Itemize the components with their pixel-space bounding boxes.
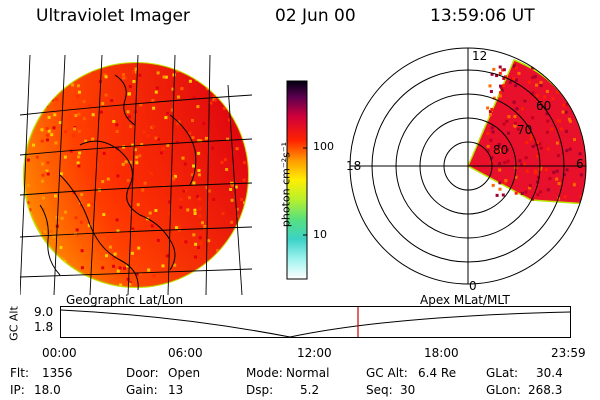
glon-label: GLon:	[486, 383, 521, 397]
seq-label: Seq:	[366, 383, 393, 397]
colorbar-tick-10: 10	[313, 228, 327, 241]
mode-value: Normal	[286, 366, 330, 380]
timeline-x-tick-0600: 06:00	[168, 346, 203, 360]
coastlines	[39, 74, 197, 291]
mlt-label-18: 18	[346, 159, 361, 173]
glat-label: GLat:	[486, 366, 519, 380]
flt-label: Flt:	[10, 366, 29, 380]
timeline-y-label: GC Alt	[7, 306, 21, 341]
ip-value: 18.0	[34, 383, 61, 397]
intensity-colorbar	[286, 80, 308, 280]
gain-label: Gain:	[126, 383, 158, 397]
mlt-label-6: 6	[576, 157, 584, 171]
seq-value: 30	[400, 383, 416, 397]
ip-label: IP:	[10, 383, 25, 397]
gcalt-value: 6.4 Re	[418, 366, 457, 380]
door-label: Door:	[126, 366, 159, 380]
app-title: Ultraviolet Imager	[36, 6, 190, 26]
wedge-speckles	[486, 64, 586, 201]
colorbar-tick-100: 100	[313, 140, 334, 153]
gain-value: 13	[168, 383, 184, 397]
gcalt-label: GC Alt:	[366, 366, 408, 380]
glat-value: 30.4	[536, 366, 563, 380]
altitude-curve	[60, 309, 571, 338]
geographic-projection-label: Geographic Lat/Lon	[66, 293, 184, 307]
mlat-label-70: 70	[517, 123, 532, 137]
flt-value: 1356	[42, 366, 73, 380]
mlat-label-60: 60	[536, 99, 551, 113]
colorbar-unit-label: photon cm⁻²s⁻¹	[279, 141, 293, 228]
dayglow-region	[24, 63, 248, 287]
timeline-x-tick-2359: 23:59	[551, 346, 586, 360]
dsp-label: Dsp:	[246, 383, 274, 397]
door-value: Open	[168, 366, 201, 380]
glon-value: 268.3	[528, 383, 563, 397]
timeline-x-tick-1800: 18:00	[424, 346, 459, 360]
mlt-label-0: 0	[469, 279, 477, 293]
timeline-x-tick-1200: 12:00	[297, 346, 332, 360]
timeline-x-tick-0000: 00:00	[42, 346, 77, 360]
observation-time: 13:59:06 UT	[430, 6, 535, 26]
polar-mlat-mlt-plot: 12 18 6 0 60 70 80	[346, 47, 587, 293]
timeline-y-tick-bottom: 1.8	[34, 320, 54, 334]
mode-label: Mode:	[246, 366, 283, 380]
timeline-y-tick-top: 9.0	[34, 305, 54, 319]
mlt-label-12: 12	[472, 49, 487, 63]
orbit-altitude-timeline	[60, 306, 571, 338]
latlon-grid	[20, 55, 252, 295]
dsp-value: 5.2	[300, 383, 320, 397]
mlat-label-80: 80	[493, 143, 508, 157]
observation-date: 02 Jun 00	[275, 6, 356, 26]
geographic-uv-image	[20, 55, 252, 295]
apex-projection-label: Apex MLat/MLT	[420, 293, 510, 307]
